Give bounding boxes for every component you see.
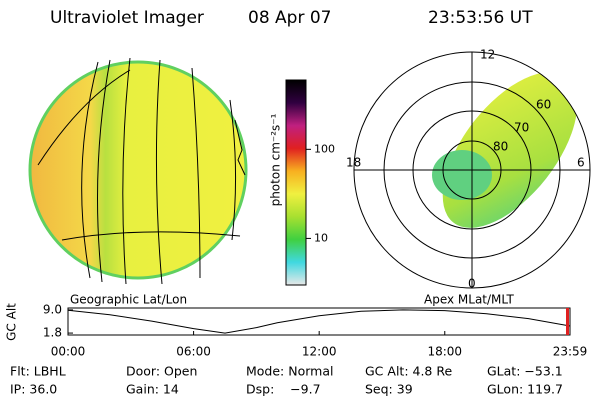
mlt-label: 0 [468, 277, 476, 291]
info-field: GLon: 119.7 [487, 382, 563, 397]
mlt-label: 6 [577, 156, 585, 170]
time-marker [566, 308, 569, 335]
lat-label: 80 [493, 140, 508, 154]
lat-label: 60 [536, 98, 551, 112]
info-field: GLat: −53.1 [487, 364, 563, 379]
x-tick-label: 23:59 [553, 345, 588, 359]
y-tick-label: 9.0 [43, 302, 62, 316]
x-tick-label: 00:00 [51, 345, 86, 359]
tick-label: 10 [314, 231, 328, 244]
altitude-plot: 9.0 1.8 00:00 06:00 12:00 18:00 23:59 [43, 302, 587, 358]
info-field: Dsp: −9.7 [246, 382, 321, 397]
polar-plot [353, 51, 591, 289]
colorbar-label: photon cm⁻²s⁻¹ [269, 113, 283, 206]
info-field: Mode: Normal [246, 364, 333, 379]
mlt-label: 12 [480, 48, 495, 62]
time: 23:53:56 UT [428, 8, 533, 28]
info-field: Flt: LBHL [10, 364, 66, 379]
info-field: Seq: 39 [365, 382, 413, 397]
globe-image [28, 57, 248, 285]
colorbar-body [285, 79, 307, 286]
date: 08 Apr 07 [248, 8, 331, 28]
info-panel: Flt: LBHL Door: Open Mode: Normal GC Alt: 4… [10, 364, 563, 397]
x-tick-label: 18:00 [427, 345, 462, 359]
altitude-label: GC Alt [5, 303, 19, 341]
tick-label: 100 [314, 142, 335, 155]
info-field: Door: Open [126, 364, 197, 379]
colorbar: 10 100 [285, 79, 335, 286]
x-tick-label: 12:00 [302, 345, 337, 359]
polar-label: Apex MLat/MLT [424, 293, 514, 307]
x-tick-label: 06:00 [176, 345, 211, 359]
info-field: Gain: 14 [126, 382, 179, 397]
globe-label: Geographic Lat/Lon [70, 293, 187, 307]
mlt-label: 18 [346, 156, 361, 170]
title: Ultraviolet Imager [50, 8, 204, 28]
altitude-line [67, 309, 571, 334]
lat-label: 70 [514, 121, 529, 135]
y-tick-label: 1.8 [43, 326, 62, 340]
info-field: IP: 36.0 [10, 382, 57, 397]
info-field: GC Alt: 4.8 Re [365, 364, 452, 379]
